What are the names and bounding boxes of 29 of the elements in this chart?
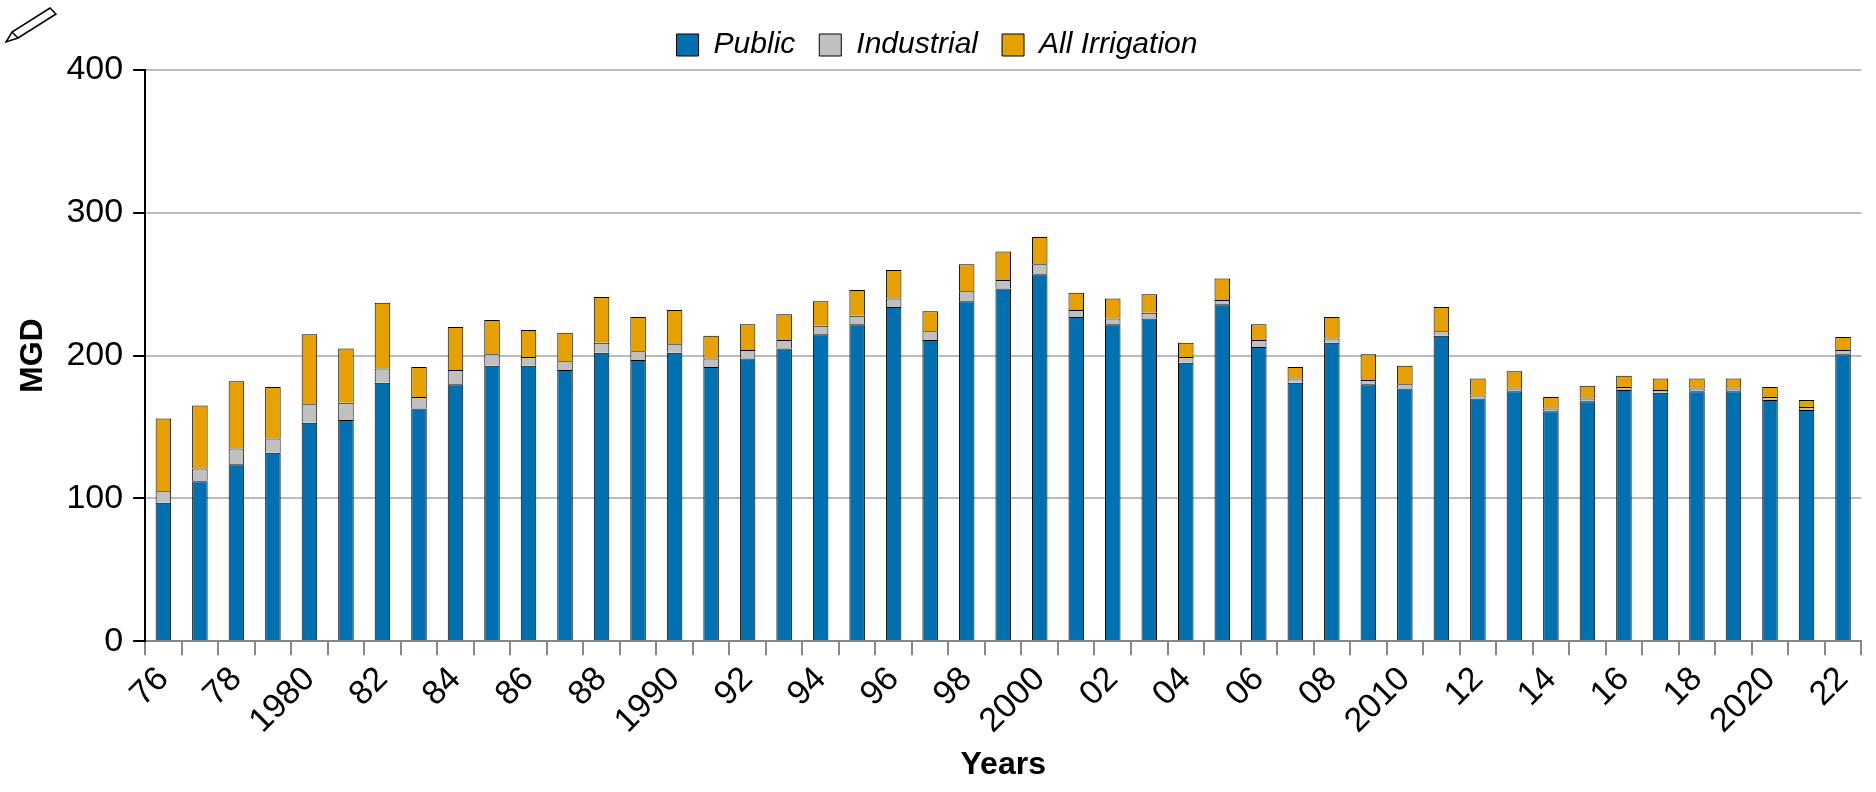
x-tick-label: 02 bbox=[1070, 658, 1125, 713]
x-tick-label: 96 bbox=[851, 658, 906, 713]
x-tick-label: 92 bbox=[705, 658, 760, 713]
x-tick-label: 18 bbox=[1654, 658, 1709, 713]
x-tick-label: 08 bbox=[1289, 658, 1344, 713]
x-tick-label: 94 bbox=[778, 658, 833, 713]
x-tick-label: 84 bbox=[413, 658, 468, 713]
y-tick-label: 0 bbox=[104, 619, 124, 658]
y-tick-label: 100 bbox=[66, 476, 124, 515]
x-tick-label: 22 bbox=[1800, 658, 1855, 713]
legend-label: Public bbox=[713, 26, 796, 60]
y-tick-label: 300 bbox=[66, 191, 124, 230]
x-tick-label: 82 bbox=[340, 658, 395, 713]
x-tick-label: 88 bbox=[559, 658, 614, 713]
x-tick-label: 04 bbox=[1143, 658, 1198, 713]
x-tick-label: 86 bbox=[486, 658, 541, 713]
legend-label: All Irrigation bbox=[1037, 26, 1198, 60]
x-tick-label: 14 bbox=[1508, 658, 1563, 713]
y-axis-title: MGD bbox=[13, 318, 50, 393]
x-tick-label: 12 bbox=[1435, 658, 1490, 713]
x-tick-label: 06 bbox=[1216, 658, 1271, 713]
x-tick-label: 76 bbox=[121, 658, 175, 713]
y-tick-label: 400 bbox=[66, 48, 124, 87]
y-tick-label: 200 bbox=[66, 334, 124, 373]
legend-label: Industrial bbox=[856, 26, 980, 60]
x-axis-title: Years bbox=[960, 744, 1046, 781]
x-tick-label: 98 bbox=[924, 658, 979, 713]
x-tick-label: 78 bbox=[194, 658, 248, 713]
x-tick-label: 16 bbox=[1581, 658, 1636, 713]
